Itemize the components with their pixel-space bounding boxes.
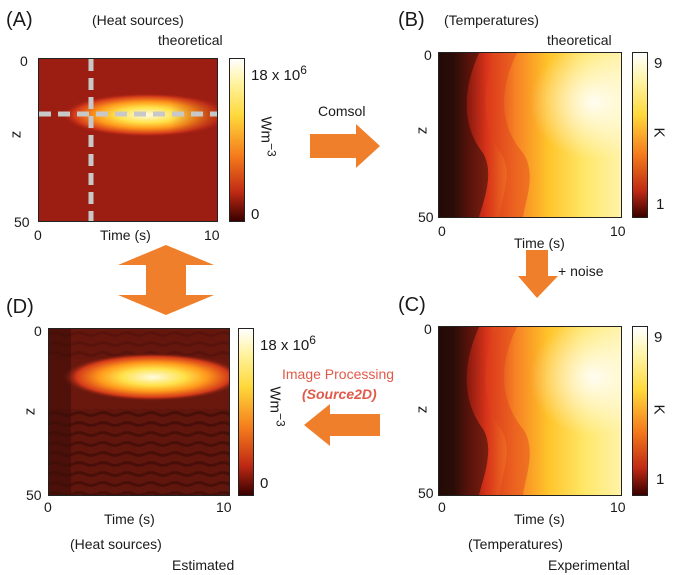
panel-c-subtitle: Experimental [548, 557, 630, 573]
panel-b-ytick-bottom: 50 [418, 209, 434, 225]
panel-d-colorbar-top: 18 x 106 [260, 333, 316, 354]
panel-a-xtick-left: 0 [34, 227, 42, 243]
panel-d-colorbar [238, 328, 254, 496]
panel-d-x-label: Time (s) [104, 511, 155, 527]
panel-a-heatmap [38, 58, 218, 222]
panel-d-y-label: z [21, 407, 39, 416]
panel-d-heatmap [48, 328, 230, 496]
panel-c-colorbar-bottom: 1 [656, 471, 665, 488]
panel-d-xtick-right: 10 [216, 499, 232, 515]
panel-b-hot-spot [439, 53, 621, 217]
validation-double-arrow [118, 245, 214, 320]
panel-d-ytick-bottom: 50 [26, 487, 42, 503]
image-processing-arrow [304, 404, 380, 451]
panel-b-subtitle: theoretical [547, 32, 612, 48]
panel-c-heatmap [438, 326, 622, 496]
panel-a-y-label: z [7, 130, 25, 139]
panel-c-colorbar-unit: K [650, 404, 668, 415]
panel-b-ytick-top: 0 [424, 47, 432, 63]
panel-d-colorbar-bottom: 0 [260, 475, 269, 492]
panel-c-y-label: z [413, 405, 431, 414]
panel-d-early-dark [49, 329, 71, 495]
panel-d-letter: (D) [6, 296, 34, 318]
comsol-label: Comsol [318, 103, 366, 119]
noise-arrow [518, 250, 558, 303]
panel-b-colorbar-bottom: 1 [656, 196, 665, 213]
panel-c-hot-spot [439, 327, 621, 495]
noise-label: + noise [558, 263, 604, 279]
panel-a-xtick-right: 10 [204, 227, 220, 243]
comsol-arrow [310, 124, 382, 173]
panel-b-colorbar-top: 9 [654, 55, 663, 72]
panel-c-xtick-left: 0 [438, 499, 446, 515]
panel-c-ytick-bottom: 50 [418, 485, 434, 501]
panel-a-colorbar-unit: Wm−3 [257, 116, 279, 157]
panel-b-x-label: Time (s) [514, 235, 565, 251]
panel-d-subtitle: Estimated [172, 557, 235, 573]
panel-d-heatmap-svg [49, 329, 229, 495]
panel-a-heatmap-svg [39, 59, 217, 221]
panel-b-xtick-right: 10 [610, 223, 626, 239]
panel-c-heatmap-svg [439, 327, 621, 495]
panel-a-colorbar [229, 58, 245, 222]
panel-a-letter: (A) [6, 9, 33, 31]
comsol-arrow-icon [310, 124, 380, 168]
panel-b-colorbar [632, 52, 648, 218]
panel-a-subtitle: theoretical [158, 32, 223, 48]
panel-a-colorbar-top: 18 x 106 [251, 63, 307, 84]
panel-a-ytick-bottom: 50 [14, 214, 30, 230]
panel-c-letter: (C) [398, 294, 426, 316]
panel-b-heatmap [438, 52, 622, 218]
panel-c-title: (Temperatures) [468, 536, 563, 552]
panel-c-x-label: Time (s) [514, 511, 565, 527]
panel-d-title: (Heat sources) [70, 536, 162, 552]
image-processing-arrow-icon [304, 404, 380, 446]
panel-b-colorbar-unit: K [650, 127, 668, 138]
panel-d-ytick-top: 0 [34, 323, 42, 339]
panel-b-title: (Temperatures) [444, 12, 539, 28]
panel-b-letter: (B) [398, 9, 425, 31]
panel-d-heat-band [63, 353, 229, 401]
panel-c-ytick-top: 0 [424, 321, 432, 337]
double-arrow-icon [118, 245, 214, 315]
panel-d-colorbar-unit: Wm−3 [266, 386, 288, 427]
panel-a-ytick-top: 0 [20, 53, 28, 69]
panel-d-noise-texture [49, 409, 229, 495]
panel-c-xtick-right: 10 [610, 499, 626, 515]
panel-b-y-label: z [413, 126, 431, 135]
panel-c-colorbar-top: 9 [654, 329, 663, 346]
panel-a-x-label: Time (s) [100, 227, 151, 243]
panel-c-colorbar [632, 326, 648, 496]
panel-d-xtick-left: 0 [44, 499, 52, 515]
panel-a-colorbar-bottom: 0 [251, 206, 260, 223]
panel-b-xtick-left: 0 [438, 223, 446, 239]
panel-a-title: (Heat sources) [92, 12, 184, 28]
source2d-label: (Source2D) [302, 386, 377, 402]
image-processing-label: Image Processing [282, 366, 395, 382]
panel-b-heatmap-svg [439, 53, 621, 217]
noise-arrow-icon [518, 250, 558, 298]
